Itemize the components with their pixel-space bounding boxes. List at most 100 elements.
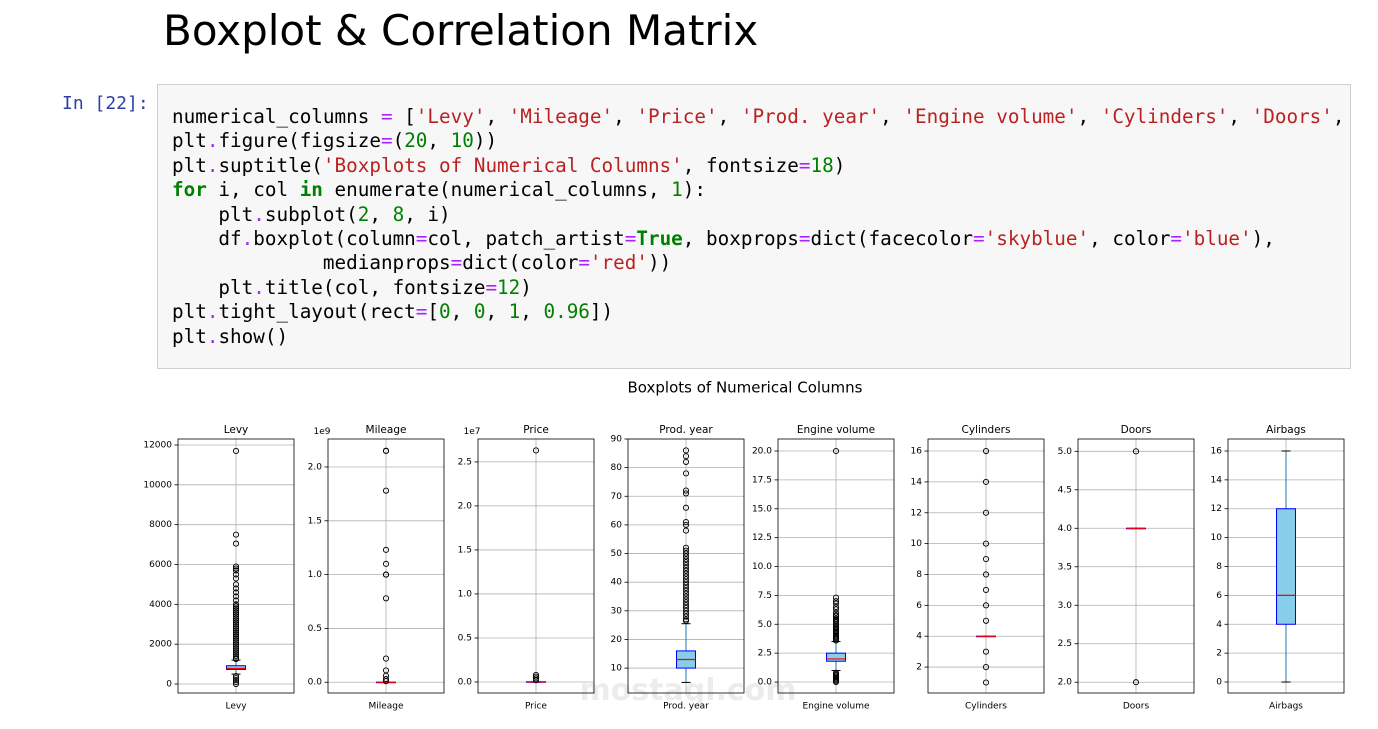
flier xyxy=(232,563,240,570)
flier xyxy=(682,487,690,494)
code-token: 10 xyxy=(450,129,474,153)
flier xyxy=(232,607,240,614)
flier xyxy=(682,504,690,511)
flier xyxy=(232,675,240,682)
y-tick-label: 1.0 xyxy=(308,570,323,580)
flier xyxy=(232,540,240,547)
code-token: 'Boxplots of Numerical Columns' xyxy=(322,153,683,177)
x-label: Doors xyxy=(1123,702,1150,712)
axes-frame xyxy=(627,438,745,694)
flier xyxy=(832,447,840,455)
x-label: Prod. year xyxy=(663,702,709,712)
flier xyxy=(682,610,690,617)
flier xyxy=(832,609,840,616)
flier xyxy=(682,587,690,594)
flier xyxy=(682,453,690,460)
y-tick-label: 6 xyxy=(1216,591,1222,601)
flier xyxy=(682,607,690,614)
flier xyxy=(232,447,240,455)
flier xyxy=(832,678,840,686)
code-token: 1 xyxy=(508,300,521,324)
code-token: . xyxy=(253,202,265,226)
flier xyxy=(382,678,390,685)
code-token: plt xyxy=(172,324,207,348)
y-tick-label: 10000 xyxy=(143,480,172,490)
code-token: , xyxy=(485,105,509,128)
flier xyxy=(382,571,390,578)
y-tick-label: 1.0 xyxy=(458,589,473,599)
flier xyxy=(682,547,690,554)
flier xyxy=(232,649,240,656)
code-token: 'Engine volume' xyxy=(903,105,1078,128)
flier xyxy=(532,677,540,684)
code-token: 18 xyxy=(810,153,834,177)
flier xyxy=(232,611,240,618)
y-tick-label: 0 xyxy=(1216,678,1222,688)
flier xyxy=(682,470,690,477)
axes-frame xyxy=(927,438,1045,694)
flier xyxy=(832,618,840,626)
flier xyxy=(232,601,240,608)
code-token: = xyxy=(578,251,590,275)
y-tick-label: 2.0 xyxy=(1058,678,1073,688)
code-token: 'Doors' xyxy=(1251,105,1333,128)
x-label: Mileage xyxy=(368,702,404,712)
flier xyxy=(382,546,390,553)
x-label: Levy xyxy=(225,702,247,712)
y-tick-label: 8000 xyxy=(149,520,172,530)
y-tick-label: 40 xyxy=(611,578,623,588)
code-token: ) xyxy=(520,275,532,299)
code-token: , i) xyxy=(404,202,451,226)
y-tick-label: 16 xyxy=(1211,446,1223,456)
code-token: , xyxy=(1077,105,1101,128)
y-tick-label: 8 xyxy=(1216,562,1222,572)
flier xyxy=(682,518,690,526)
y-tick-label: 2.5 xyxy=(458,457,472,467)
code-token: )) xyxy=(647,251,672,275)
code-token: , color xyxy=(1089,227,1171,251)
flier xyxy=(232,645,240,652)
code-token: plt xyxy=(172,275,254,299)
flier xyxy=(982,540,990,547)
code-token: . xyxy=(206,129,219,153)
y-tick-label: 70 xyxy=(611,492,623,502)
flier xyxy=(232,609,240,616)
flier xyxy=(232,613,240,620)
flier xyxy=(232,593,240,600)
y-tick-label: 4.0 xyxy=(1058,524,1073,534)
flier xyxy=(682,596,690,603)
flier xyxy=(232,575,240,582)
flier xyxy=(682,544,690,551)
code-token: , fontsize xyxy=(682,153,799,177)
flier xyxy=(232,621,240,628)
flier xyxy=(832,594,840,601)
code-token: . xyxy=(206,153,219,177)
code-token: plt xyxy=(172,129,207,153)
flier xyxy=(682,567,690,574)
y-tick-label: 6000 xyxy=(149,560,172,570)
code-token: medianprops xyxy=(172,251,451,275)
code-token: suptitle( xyxy=(218,153,323,177)
code-token: 'red' xyxy=(589,251,648,275)
x-label: Engine volume xyxy=(802,702,870,712)
flier xyxy=(232,653,240,660)
code-token: df xyxy=(172,227,242,251)
cell-prompt: In [22]: xyxy=(62,93,149,114)
y-tick-label: 4000 xyxy=(149,600,172,610)
subplot-title: Cylinders xyxy=(962,424,1011,436)
box xyxy=(226,665,246,670)
code-token: 'Prod. year' xyxy=(740,105,881,128)
y-tick-label: 60 xyxy=(611,520,623,530)
code-token: , boxprops xyxy=(682,227,799,251)
code-token: dict(facecolor xyxy=(810,227,974,251)
code-cell[interactable]: numerical_columns = ['Levy', 'Mileage', … xyxy=(157,84,1351,369)
flier xyxy=(682,590,690,597)
y-tick-label: 1.5 xyxy=(458,545,472,555)
flier xyxy=(232,673,240,680)
code-token: 'Mileage' xyxy=(508,105,614,128)
code-token: 20 xyxy=(404,129,428,153)
y-tick-label: 0.5 xyxy=(308,624,322,634)
flier xyxy=(232,637,240,644)
y-tick-label: 2.0 xyxy=(308,462,323,472)
